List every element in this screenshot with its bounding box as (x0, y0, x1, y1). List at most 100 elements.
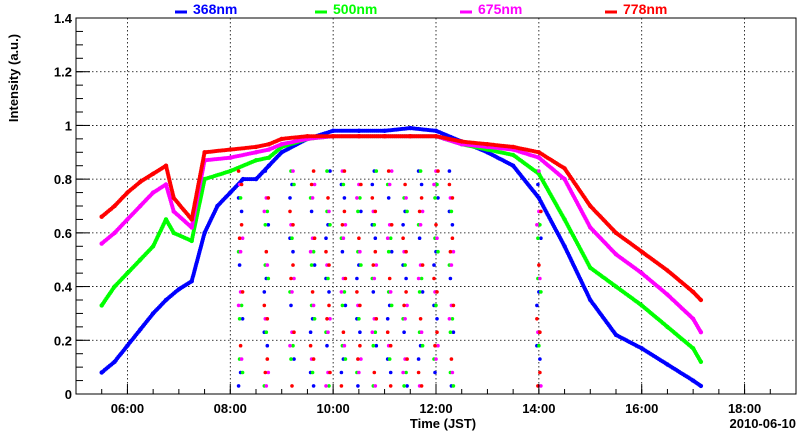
cloud-dip-dot (326, 196, 330, 200)
data-point (189, 217, 194, 222)
data-point (125, 217, 130, 222)
cloud-dip-dot (433, 370, 437, 375)
data-point (510, 163, 516, 168)
data-point (639, 249, 644, 254)
data-point (112, 230, 117, 236)
cloud-dip-dot (341, 330, 346, 335)
cloud-dip-dot (266, 276, 271, 281)
cloud-dip-dot (358, 249, 362, 254)
cloud-dip-dot (419, 330, 424, 335)
x-tick-label: 12:00 (419, 401, 452, 416)
cloud-dip-dot (435, 290, 439, 294)
cloud-dip-dot (289, 357, 293, 361)
cloud-dip-dot (264, 384, 269, 388)
data-point (698, 330, 704, 335)
cloud-dip-dot (385, 317, 390, 321)
cloud-dip-dot (419, 384, 424, 388)
cloud-dip-dot (324, 384, 328, 388)
cloud-dip-dot (402, 330, 406, 335)
cloud-dip-dot (373, 249, 378, 254)
data-point (253, 158, 259, 163)
cloud-dip-dot (451, 303, 456, 308)
cloud-dip-dot (388, 290, 393, 294)
data-point (588, 203, 593, 209)
cloud-dip-dot (311, 303, 316, 308)
x-tick-label: 08:00 (214, 401, 247, 416)
cloud-dip-dot (371, 263, 376, 267)
legend-label: 500nm (333, 1, 377, 17)
cloud-dip-dot (328, 317, 332, 321)
data-point (125, 190, 130, 195)
cloud-dip-dot (266, 196, 271, 200)
cloud-dip-dot (373, 236, 378, 240)
data-point (279, 150, 284, 155)
cloud-dip-dot (339, 290, 344, 294)
cloud-dip-dot (288, 196, 292, 200)
data-point (279, 142, 284, 147)
data-point (99, 241, 104, 246)
data-point (510, 152, 516, 158)
cloud-dip-dot (372, 276, 377, 281)
data-point (588, 225, 593, 230)
data-point (588, 265, 593, 270)
cloud-dip-dot (417, 290, 422, 294)
cloud-dip-dot (291, 223, 295, 227)
cloud-dip-dot (292, 276, 296, 281)
data-point (150, 244, 156, 249)
data-point (163, 182, 169, 187)
cloud-dip-dot (405, 209, 409, 214)
data-point (382, 128, 387, 133)
x-tick-label: 16:00 (625, 401, 658, 416)
cloud-dip-dot (451, 384, 456, 388)
cloud-dip-dot (434, 223, 438, 227)
y-axis-label: Intensity (a.u.) (6, 34, 21, 122)
data-point (613, 230, 619, 236)
legend-label: 778nm (623, 1, 667, 17)
cloud-dip-dot (404, 276, 408, 281)
cloud-dip-dot (436, 169, 440, 173)
cloud-dip-dot (326, 330, 330, 335)
legend-label: 368nm (193, 1, 237, 17)
cloud-dip-dot (539, 384, 543, 388)
cloud-dip-dot (239, 182, 244, 187)
cloud-dip-dot (372, 223, 377, 227)
cloud-dip-dot (238, 343, 243, 348)
data-point (138, 179, 143, 184)
cloud-dip-dot (420, 209, 425, 214)
cloud-dip-dot (403, 317, 407, 321)
cloud-dip-dot (405, 384, 409, 388)
cloud-dip-dot (386, 196, 391, 200)
cloud-dip-dot (450, 317, 455, 321)
legend: 368nm 500nm 675nm 778nm (175, 1, 667, 17)
cloud-dip-dot (308, 249, 313, 254)
cloud-dip-dot (327, 384, 331, 388)
cloud-dip-dot (292, 330, 296, 335)
cloud-dip-dot (402, 303, 406, 308)
cloud-dip-dot (290, 384, 294, 388)
cloud-dip-dot (291, 249, 295, 254)
data-point (163, 297, 169, 303)
cloud-dip-dot (401, 370, 405, 375)
cloud-dip-dot (240, 370, 245, 375)
data-point (639, 303, 644, 308)
y-tick-label: 1.2 (54, 65, 72, 80)
cloud-dip-dot (312, 263, 317, 267)
cloud-dip-dot (312, 182, 317, 187)
cloud-dip-dot (433, 343, 437, 348)
cloud-dip-dot (236, 169, 241, 173)
cloud-dip-dot (419, 182, 424, 187)
cloud-dip-dot (262, 303, 267, 308)
cloud-dip-dot (358, 343, 362, 348)
cloud-dip-dot (327, 303, 331, 308)
cloud-dip-dot (387, 182, 392, 187)
cloud-dip-dot (370, 330, 375, 335)
cloud-dip-dot (239, 223, 244, 227)
cloud-dip-dot (539, 236, 543, 240)
cloud-dip-dot (374, 317, 379, 321)
data-point (613, 332, 619, 338)
data-point (125, 343, 130, 348)
data-point (150, 171, 156, 176)
data-point (150, 311, 156, 316)
cloud-dip-dot (238, 249, 243, 254)
cloud-dip-dot (342, 196, 347, 200)
